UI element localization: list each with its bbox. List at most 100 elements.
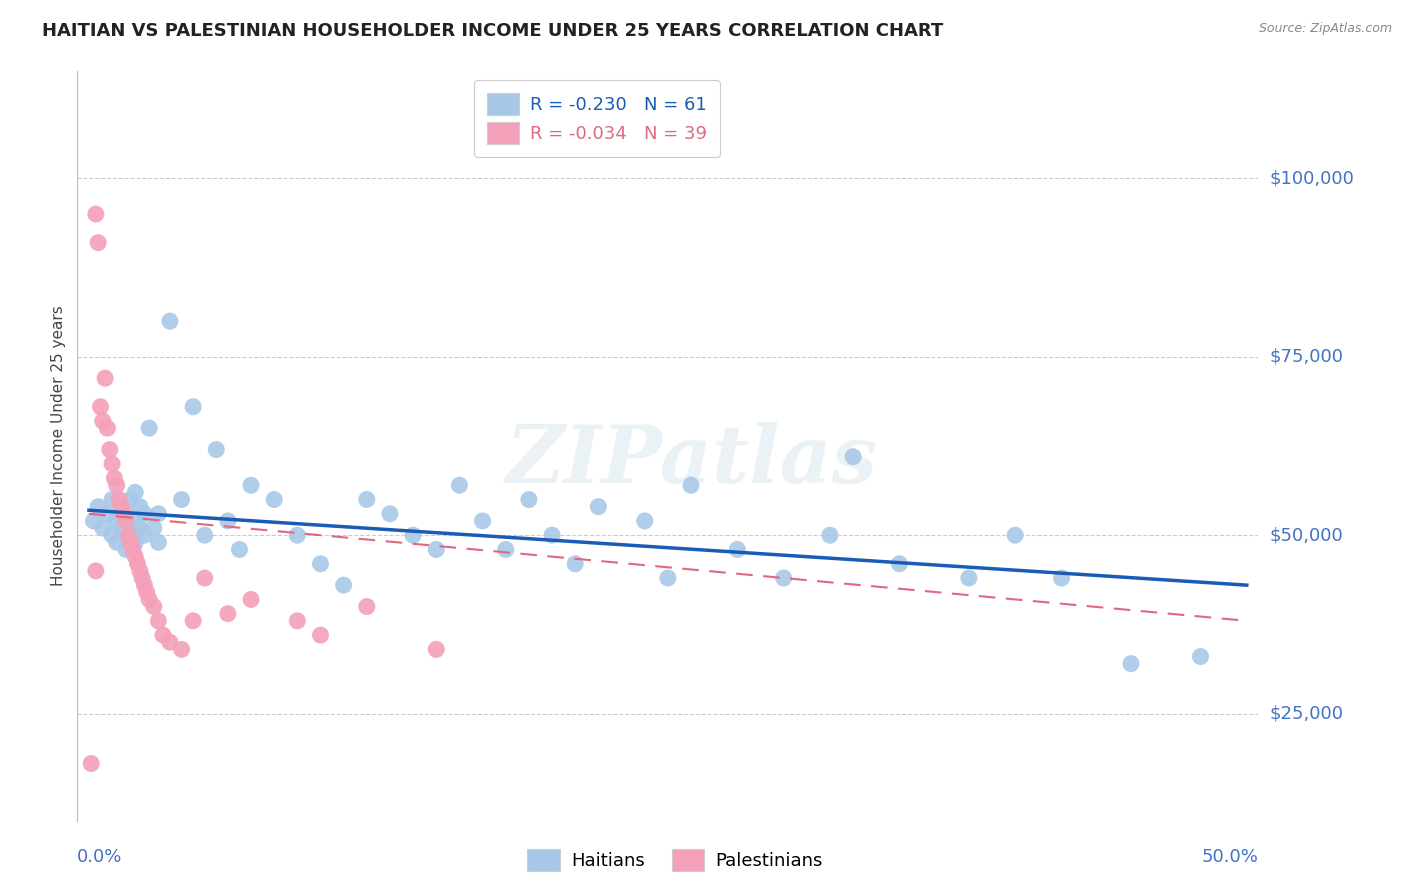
Text: 50.0%: 50.0%	[1202, 848, 1258, 866]
Point	[124, 485, 146, 500]
Point	[128, 564, 150, 578]
Point	[285, 614, 308, 628]
Text: $100,000: $100,000	[1270, 169, 1354, 187]
Point	[378, 507, 401, 521]
Point	[842, 450, 865, 464]
Point	[517, 492, 540, 507]
Point	[108, 492, 131, 507]
Point	[124, 514, 146, 528]
Point	[194, 571, 217, 585]
Point	[110, 521, 132, 535]
Point	[128, 500, 150, 514]
Point	[402, 528, 425, 542]
Point	[1189, 649, 1212, 664]
Legend: Haitians, Palestinians: Haitians, Palestinians	[520, 842, 830, 879]
Point	[105, 478, 128, 492]
Point	[131, 571, 153, 585]
Point	[228, 542, 250, 557]
Point	[309, 557, 332, 571]
Text: $75,000: $75,000	[1270, 348, 1344, 366]
Point	[134, 578, 156, 592]
Point	[725, 542, 748, 557]
Point	[1050, 571, 1073, 585]
Point	[772, 571, 794, 585]
Point	[309, 628, 332, 642]
Point	[115, 514, 138, 528]
Point	[148, 507, 170, 521]
Point	[128, 521, 150, 535]
Point	[135, 585, 157, 599]
Point	[101, 528, 124, 542]
Point	[101, 457, 124, 471]
Point	[120, 535, 142, 549]
Point	[159, 635, 181, 649]
Point	[332, 578, 354, 592]
Point	[449, 478, 471, 492]
Point	[170, 642, 193, 657]
Point	[91, 414, 114, 428]
Point	[818, 528, 841, 542]
Point	[120, 528, 142, 542]
Y-axis label: Householder Income Under 25 years: Householder Income Under 25 years	[51, 306, 66, 586]
Point	[83, 514, 105, 528]
Text: ZIPatlas: ZIPatlas	[505, 422, 877, 500]
Point	[285, 528, 308, 542]
Point	[105, 535, 128, 549]
Text: Source: ZipAtlas.com: Source: ZipAtlas.com	[1258, 22, 1392, 36]
Point	[170, 492, 193, 507]
Point	[181, 400, 204, 414]
Point	[217, 607, 239, 621]
Point	[142, 521, 165, 535]
Point	[148, 535, 170, 549]
Point	[889, 557, 911, 571]
Point	[425, 642, 447, 657]
Point	[564, 557, 586, 571]
Point	[240, 478, 263, 492]
Point	[124, 535, 146, 549]
Point	[96, 421, 118, 435]
Text: $50,000: $50,000	[1270, 526, 1343, 544]
Point	[96, 507, 118, 521]
Point	[957, 571, 980, 585]
Point	[89, 400, 111, 414]
Point	[588, 500, 610, 514]
Point	[110, 500, 132, 514]
Point	[142, 599, 165, 614]
Legend: R = -0.230   N = 61, R = -0.034   N = 39: R = -0.230 N = 61, R = -0.034 N = 39	[474, 80, 720, 157]
Point	[181, 614, 204, 628]
Point	[124, 549, 146, 564]
Point	[84, 564, 107, 578]
Point	[495, 542, 517, 557]
Point	[148, 614, 170, 628]
Point	[634, 514, 657, 528]
Point	[1119, 657, 1142, 671]
Point	[120, 492, 142, 507]
Point	[471, 514, 494, 528]
Point	[80, 756, 103, 771]
Point	[152, 628, 174, 642]
Point	[98, 442, 121, 457]
Point	[101, 492, 124, 507]
Point	[115, 507, 138, 521]
Point	[87, 235, 110, 250]
Point	[1004, 528, 1026, 542]
Point	[159, 314, 181, 328]
Point	[194, 528, 217, 542]
Point	[205, 442, 228, 457]
Point	[134, 528, 156, 542]
Point	[217, 514, 239, 528]
Point	[112, 507, 135, 521]
Point	[679, 478, 702, 492]
Point	[105, 514, 128, 528]
Point	[91, 521, 114, 535]
Point	[263, 492, 285, 507]
Point	[87, 500, 110, 514]
Point	[356, 599, 378, 614]
Text: HAITIAN VS PALESTINIAN HOUSEHOLDER INCOME UNDER 25 YEARS CORRELATION CHART: HAITIAN VS PALESTINIAN HOUSEHOLDER INCOM…	[42, 22, 943, 40]
Point	[134, 507, 156, 521]
Point	[127, 557, 149, 571]
Point	[115, 542, 138, 557]
Point	[657, 571, 679, 585]
Point	[240, 592, 263, 607]
Point	[356, 492, 378, 507]
